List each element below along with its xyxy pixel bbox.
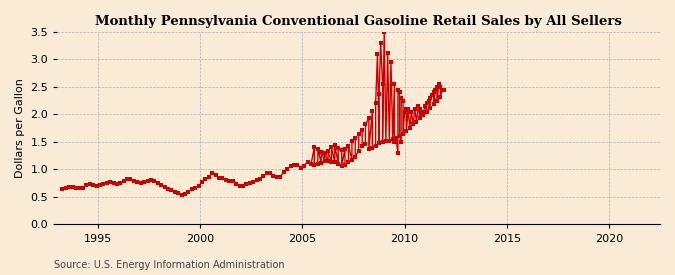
Y-axis label: Dollars per Gallon: Dollars per Gallon bbox=[15, 78, 25, 178]
Text: Source: U.S. Energy Information Administration: Source: U.S. Energy Information Administ… bbox=[54, 260, 285, 270]
Title: Monthly Pennsylvania Conventional Gasoline Retail Sales by All Sellers: Monthly Pennsylvania Conventional Gasoli… bbox=[95, 15, 622, 28]
